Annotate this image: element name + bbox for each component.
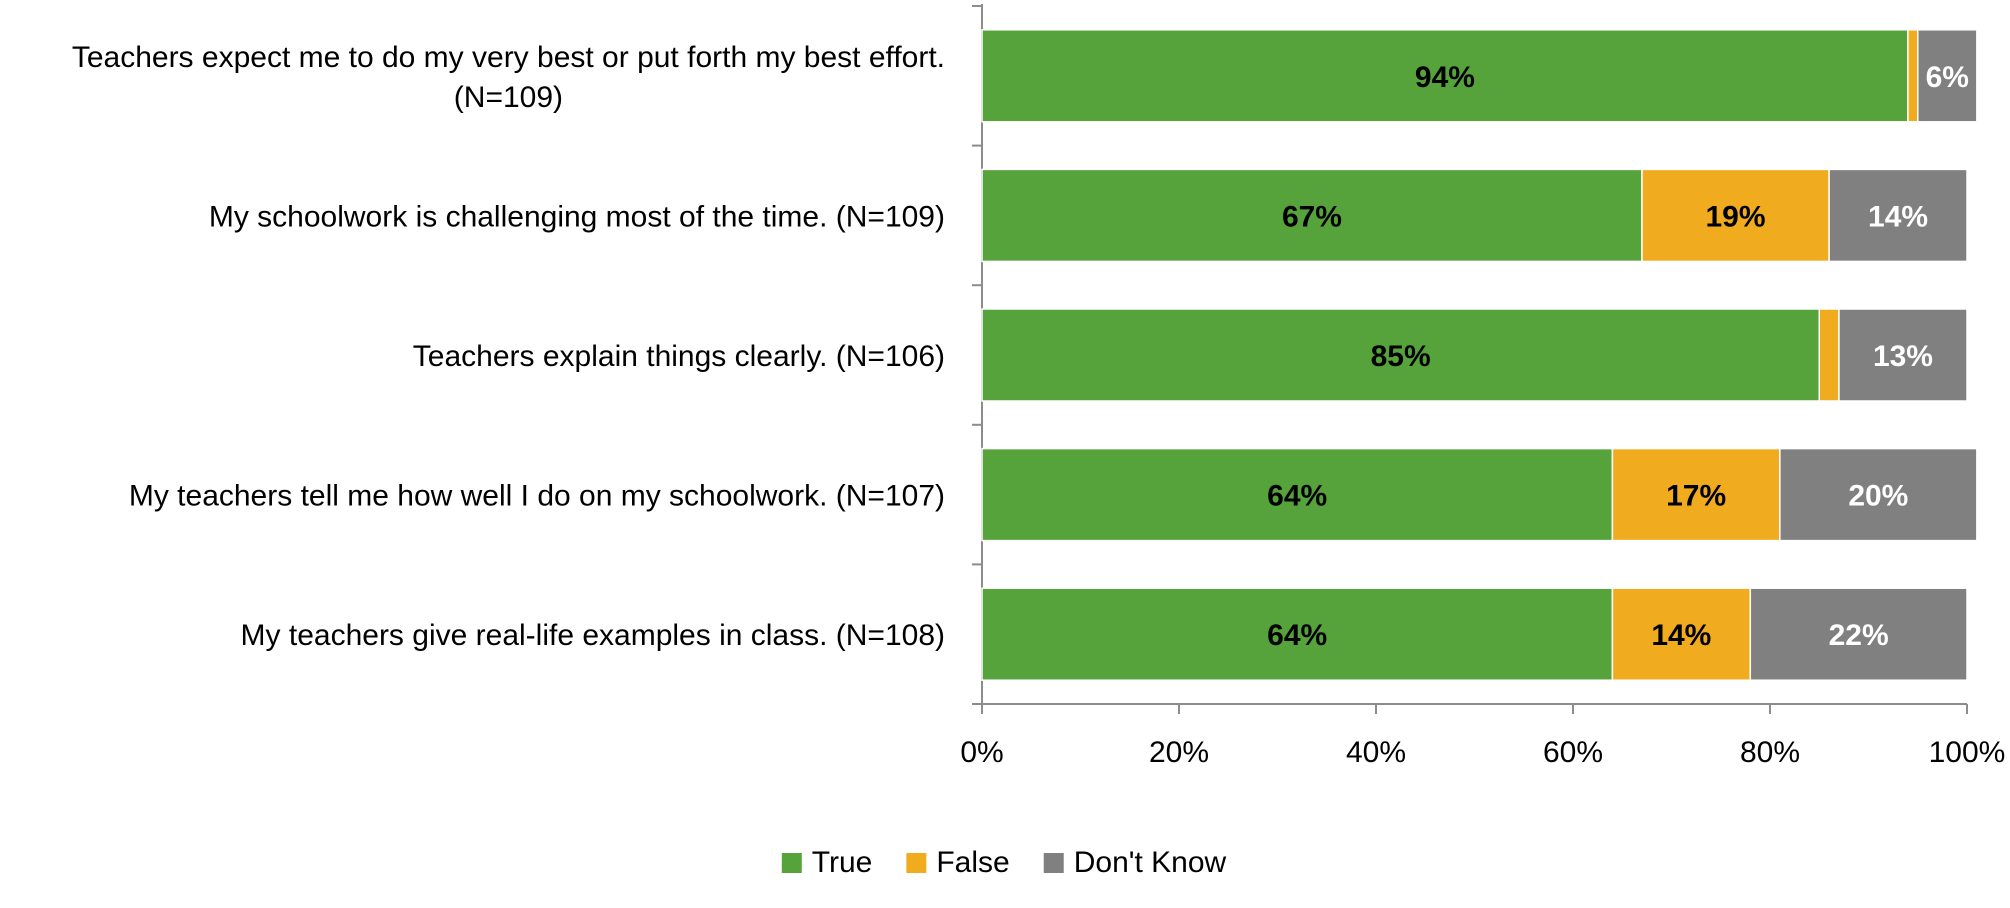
category-label: Teachers explain things clearly. (N=106) [413,340,945,373]
bar-segment-don-t-know [1749,587,1968,681]
data-label: 19% [1706,200,1766,233]
legend-label: False [936,846,1009,879]
category-label: My teachers give real-life examples in c… [241,619,945,652]
bar-segment-true [981,308,1820,402]
category-labels: Teachers expect me to do my very best or… [72,41,945,652]
data-label: 64% [1267,480,1327,513]
x-tick-label: 0% [960,736,1003,769]
data-label: 67% [1282,200,1342,233]
x-tick-labels: 0% 20% 40% 60% 80% 100% [960,736,2005,769]
legend-swatch [906,853,927,873]
chart-legend: True False Don't Know [781,846,1227,879]
bar-segment-false [1611,447,1781,542]
legend-swatch [781,853,802,873]
bar-segment-don-t-know [1779,447,1978,542]
data-label: 20% [1848,480,1908,513]
bar-segment-true [981,587,1614,681]
category-label: My schoolwork is challenging most of the… [209,200,945,233]
category-label: Teachers expect me to do my very best or… [72,41,945,114]
bar-segment-don-t-know [1917,29,1978,123]
data-label: 22% [1829,619,1889,652]
data-label: 94% [1415,61,1475,94]
x-tick-label: 60% [1543,736,1603,769]
x-tick-label: 40% [1346,736,1406,769]
legend-label: Don't Know [1074,846,1227,879]
data-label: 14% [1868,200,1928,233]
data-label: 85% [1371,340,1431,373]
data-label: 6% [1926,61,1969,94]
category-label: My teachers tell me how well I do on my … [129,480,945,513]
legend-label: True [812,846,873,879]
bar-segment-false [1611,587,1752,681]
x-tick-label: 80% [1740,736,1800,769]
x-tick-label: 100% [1929,736,2006,769]
bar-segment-don-t-know [1828,168,1968,263]
bar-segment-don-t-know [1838,308,1968,402]
x-tick-label: 20% [1149,736,1209,769]
chart-bars: 94% 6% 67% 19% 14% 85% 13% 64% 17% 20% 64% 14% 22% [981,29,1978,681]
data-label: 14% [1651,619,1711,652]
bar-segment-false [1818,308,1840,402]
bar-segment-false [1907,29,1919,123]
bar-segment-true [981,447,1614,542]
data-label: 17% [1666,480,1726,513]
legend-swatch [1043,853,1064,873]
bar-segment-true [981,168,1643,263]
data-label: 64% [1267,619,1327,652]
data-label: 13% [1873,340,1933,373]
